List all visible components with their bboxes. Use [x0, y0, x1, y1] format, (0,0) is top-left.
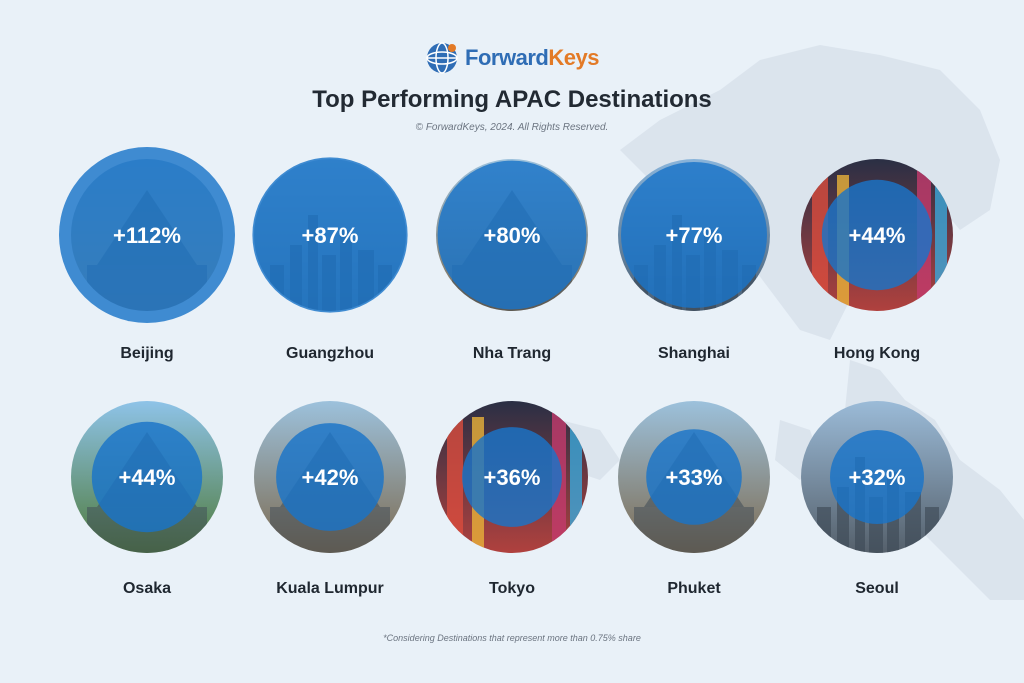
destination-bubble-phuket: +33% Phuket — [618, 401, 770, 597]
destination-name-label: Beijing — [120, 345, 173, 362]
growth-percent-label: +87% — [302, 223, 359, 248]
growth-percent-label: +80% — [484, 223, 541, 248]
growth-percent-label: +42% — [302, 465, 359, 490]
growth-percent-label: +36% — [484, 465, 541, 490]
growth-percent-label: +44% — [119, 465, 176, 490]
value-bubble — [437, 160, 587, 310]
destination-name-label: Nha Trang — [473, 345, 551, 362]
value-bubble — [830, 430, 924, 524]
brand-name-part1: Forward — [465, 45, 549, 70]
value-bubble — [276, 423, 384, 531]
destination-name-label: Seoul — [855, 580, 899, 597]
growth-percent-label: +32% — [849, 465, 906, 490]
value-bubble — [646, 429, 742, 525]
growth-percent-label: +33% — [666, 465, 723, 490]
destination-name-label: Osaka — [123, 580, 171, 597]
destination-bubble-tokyo: +36% Tokyo — [436, 401, 588, 597]
page-title: Top Performing APAC Destinations — [312, 86, 712, 113]
brand-logo: ForwardKeys — [0, 38, 1024, 78]
destination-bubble-hong-kong: +44% Hong Kong — [801, 159, 953, 362]
copyright-notice: © ForwardKeys, 2024. All Rights Reserved… — [415, 122, 609, 133]
brand-name-part2: Keys — [548, 45, 599, 70]
destination-bubble-kuala-lumpur: +42% Kuala Lumpur — [254, 401, 406, 597]
destination-name-label: Hong Kong — [834, 345, 920, 362]
destination-bubble-nha-trang: +80% Nha Trang — [436, 159, 588, 362]
brand-wordmark: ForwardKeys — [465, 45, 599, 71]
value-bubble — [91, 421, 203, 533]
destination-name-label: Phuket — [667, 580, 721, 597]
growth-percent-label: +77% — [666, 223, 723, 248]
destination-bubble-osaka: +44% Osaka — [71, 401, 223, 597]
destination-bubble-guangzhou: +87% Guangzhou — [252, 157, 408, 362]
value-bubble — [821, 179, 933, 291]
value-bubble — [621, 162, 767, 308]
value-bubble — [252, 157, 408, 313]
value-bubble — [462, 427, 562, 527]
destination-bubble-seoul: +32% Seoul — [801, 401, 953, 597]
destination-name-label: Kuala Lumpur — [276, 580, 384, 597]
growth-percent-label: +112% — [113, 223, 181, 248]
destination-bubble-beijing: +112% Beijing — [59, 147, 235, 362]
destination-name-label: Shanghai — [658, 345, 730, 362]
destination-bubble-shanghai: +77% Shanghai — [618, 159, 770, 362]
growth-percent-label: +44% — [849, 223, 906, 248]
destination-name-label: Guangzhou — [286, 345, 374, 362]
footnote: *Considering Destinations that represent… — [383, 633, 641, 643]
globe-icon — [426, 42, 458, 74]
destination-name-label: Tokyo — [489, 580, 535, 597]
value-bubble — [59, 147, 235, 323]
